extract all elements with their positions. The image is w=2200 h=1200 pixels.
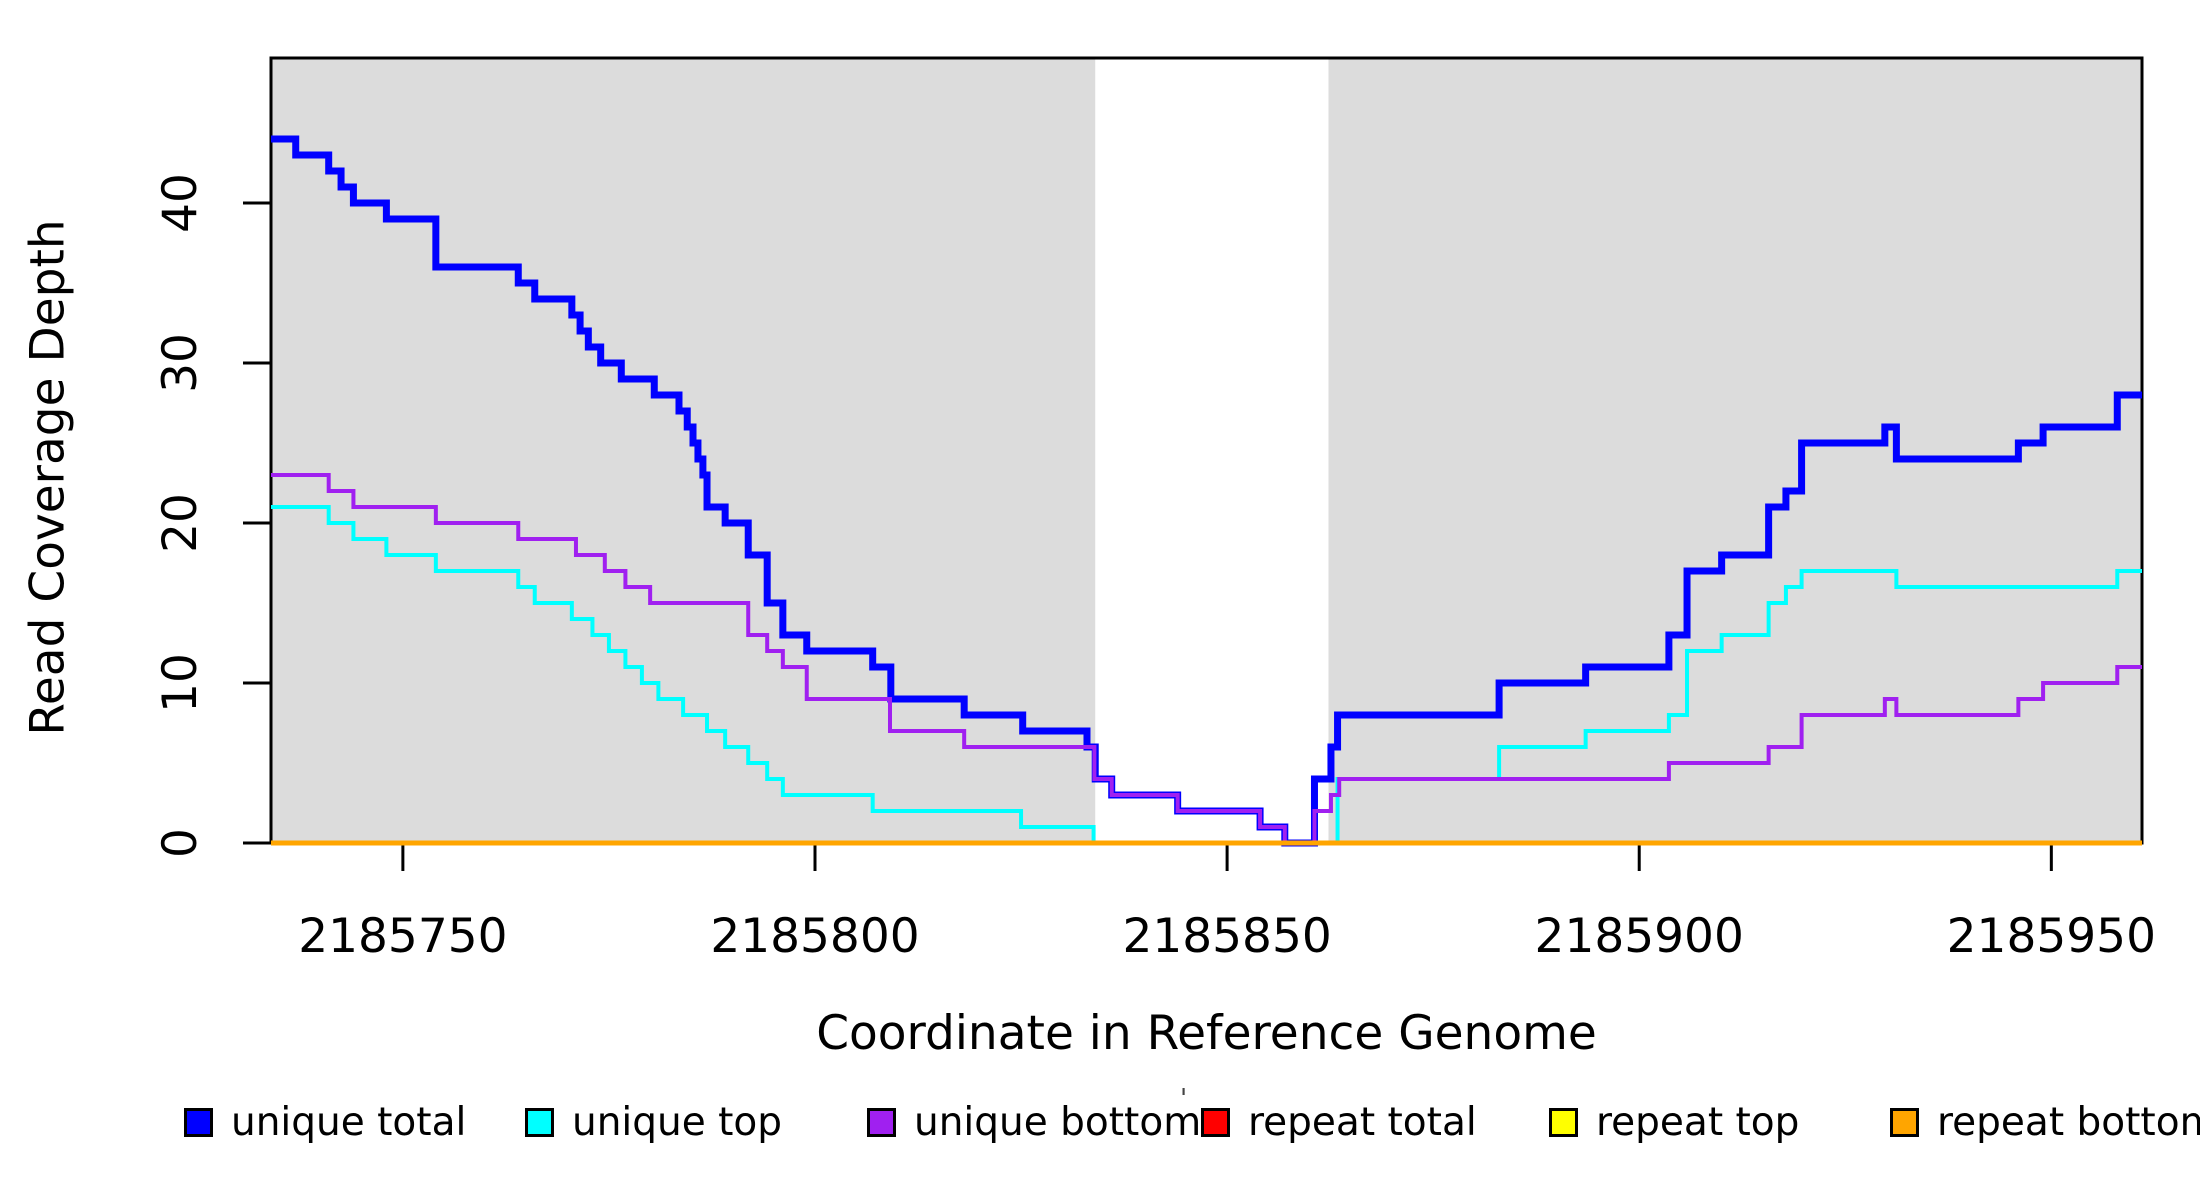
x-tick-label: 2185750: [298, 909, 507, 964]
legend-swatch-repeat-bottom: [1890, 1107, 1919, 1137]
legend-label-unique-top: unique top: [572, 1099, 783, 1145]
series-unique-bottom-line: [271, 473, 2142, 845]
y-tick-label: 0: [153, 828, 208, 858]
legend-item-repeat-total: repeat total: [1201, 1096, 1477, 1148]
legend-swatch-unique-total: [184, 1107, 213, 1137]
series-unique-top-line: [271, 505, 2142, 845]
y-tick-label: 20: [153, 493, 208, 553]
x-tick-label: 2185900: [1535, 909, 1744, 964]
legend-label-repeat-total: repeat total: [1248, 1099, 1477, 1145]
legend-label-unique-total: unique total: [231, 1099, 467, 1145]
legend-swatch-unique-bottom: [867, 1107, 896, 1137]
legend-swatch-repeat-top: [1549, 1107, 1578, 1137]
series-unique-total-line: [271, 135, 2142, 847]
x-tick-label: 2185950: [1947, 909, 2156, 964]
x-axis-title: Coordinate in Reference Genome: [816, 1006, 1597, 1061]
unique-region-shade: [271, 58, 1096, 843]
legend-swatch-repeat-total: [1201, 1107, 1230, 1137]
legend-item-repeat-bottom: repeat bottom: [1890, 1096, 2200, 1148]
legend-item-unique-bottom: unique bottom: [867, 1096, 1201, 1148]
legend-swatch-unique-top: [525, 1107, 554, 1137]
legend-label-repeat-bottom: repeat bottom: [1937, 1099, 2200, 1145]
legend-item-unique-top: unique top: [525, 1096, 782, 1148]
y-tick-label: 10: [153, 653, 208, 713]
y-axis-title: Read Coverage Depth: [20, 219, 76, 736]
legend-item-repeat-top: repeat top: [1549, 1096, 1799, 1148]
legend: unique total unique top unique bottom repea…: [0, 1096, 2200, 1156]
stray-mark: ': [1180, 1084, 1188, 1114]
legend-label-repeat-top: repeat top: [1596, 1099, 1800, 1145]
x-tick-label: 2185800: [710, 909, 919, 964]
y-tick-label: 30: [153, 333, 208, 393]
legend-label-unique-bottom: unique bottom: [914, 1099, 1202, 1145]
x-tick-label: 2185850: [1122, 909, 1331, 964]
legend-item-unique-total: unique total: [184, 1096, 466, 1148]
y-tick-label: 40: [153, 173, 208, 233]
